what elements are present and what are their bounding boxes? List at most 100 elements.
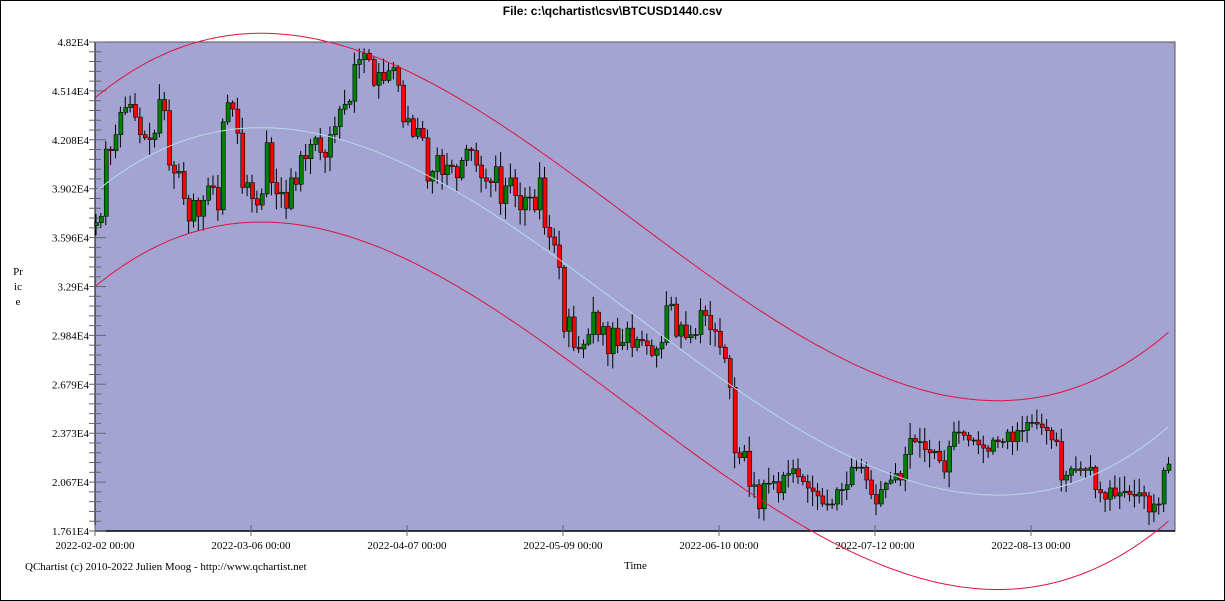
candle-body (342, 104, 348, 110)
candle (747, 436, 753, 497)
candle-body (1156, 503, 1162, 506)
candle-body (1030, 422, 1035, 424)
candle-body (464, 148, 470, 161)
candle-body (757, 484, 762, 510)
candle (913, 434, 918, 444)
candle (684, 311, 689, 340)
x-tick-label: 2022-06-10 00:00 (679, 540, 759, 552)
candle-body (640, 339, 645, 342)
candle (976, 431, 982, 455)
candle-body (489, 180, 494, 183)
candle-body (298, 155, 304, 185)
candle-body (596, 311, 601, 335)
candle-body (659, 342, 665, 350)
candle (918, 427, 923, 458)
candle-body (879, 489, 884, 505)
candle-body (401, 84, 406, 123)
candle (1083, 467, 1089, 479)
candle-body (474, 150, 480, 166)
candle (216, 174, 221, 221)
candle (927, 439, 933, 468)
candle-body (1078, 468, 1084, 471)
candle-body (1108, 487, 1113, 500)
candle (508, 163, 514, 194)
candle-body (796, 468, 801, 478)
candle (518, 182, 523, 225)
candle-body (615, 327, 621, 347)
candle-body (1074, 468, 1079, 471)
candle-body (567, 316, 572, 332)
candle (966, 431, 972, 447)
candle-body (723, 347, 728, 359)
candle (874, 484, 879, 516)
candle (1156, 497, 1162, 515)
candle (766, 467, 772, 494)
x-tick-label: 2022-02-02 00:00 (55, 540, 135, 552)
candle-body (323, 152, 328, 158)
candle (552, 228, 558, 254)
candle-body (357, 59, 363, 65)
footer-copyright: QChartist (c) 2010-2022 Julien Moog - ht… (25, 561, 307, 573)
candle-body (674, 303, 679, 337)
candle (235, 97, 241, 145)
candle-body (883, 482, 889, 490)
x-tick-label: 2022-07-12 00:00 (835, 540, 915, 552)
candle (177, 163, 182, 179)
candle (723, 344, 728, 364)
candle-body (606, 326, 611, 355)
y-tick-label: 2.984E4 (52, 330, 89, 342)
candle (713, 322, 718, 347)
candle-body (1127, 490, 1133, 495)
candle-body (113, 134, 119, 152)
candle-body (547, 227, 553, 238)
candle (152, 129, 158, 148)
candle-body (259, 193, 265, 206)
candle-body (971, 439, 977, 442)
candle (1049, 427, 1055, 449)
candle-body (986, 447, 991, 452)
candle-body (830, 503, 835, 506)
candle (820, 488, 826, 507)
candle-body (698, 310, 704, 335)
candle-body (854, 466, 860, 469)
candle-body (762, 482, 767, 510)
candle-body (991, 439, 996, 452)
candle (1098, 481, 1104, 503)
candle-body (479, 164, 484, 179)
candle-body (118, 112, 124, 136)
candle-body (781, 474, 787, 494)
candle-body (1117, 492, 1123, 497)
candle-body (718, 331, 723, 348)
candle (1010, 425, 1016, 455)
candle-body (620, 342, 626, 347)
candle (708, 300, 714, 345)
candle-body (108, 148, 114, 152)
candle (133, 93, 138, 122)
candle (1152, 494, 1157, 523)
candle-body (157, 99, 163, 134)
candle (347, 99, 353, 109)
candle-body (201, 199, 207, 217)
candle (869, 470, 874, 500)
candle (513, 169, 519, 208)
candle (1000, 438, 1006, 448)
candle-body (518, 195, 523, 211)
candle (571, 305, 577, 352)
candle-body (225, 102, 231, 123)
candle (337, 105, 343, 140)
candle (308, 138, 314, 175)
candle-body (181, 171, 187, 199)
candle-body (440, 155, 445, 175)
candle-body (791, 468, 796, 474)
candle-body (172, 164, 177, 174)
candle (971, 437, 977, 446)
candle-body (498, 166, 504, 204)
candle-body (503, 185, 509, 204)
y-tick-label: 1.761E4 (52, 526, 89, 538)
candle-body (820, 495, 826, 505)
candle (415, 117, 421, 140)
candle (864, 462, 870, 490)
candle (464, 144, 470, 167)
candle-body (513, 177, 519, 196)
candle (932, 449, 938, 459)
